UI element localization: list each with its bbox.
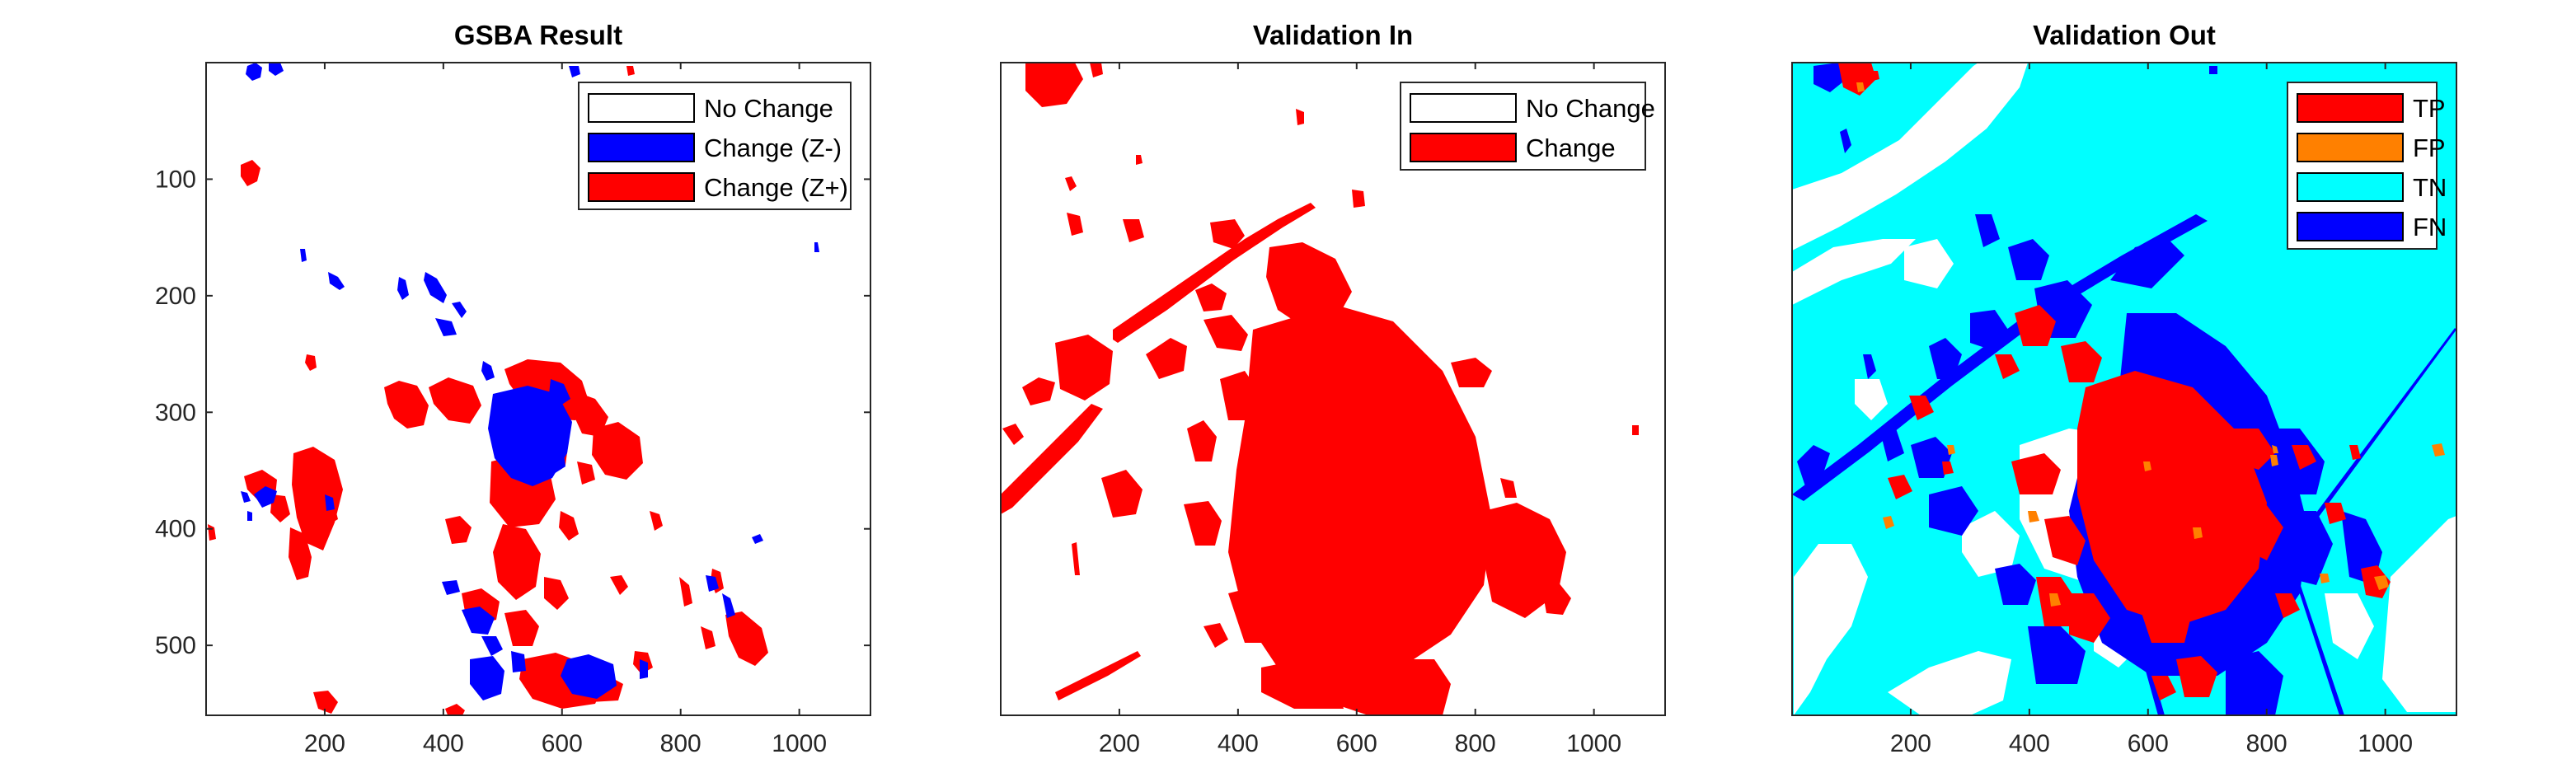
x-tick-label: 200 — [1890, 730, 1931, 757]
legend-label: No Change — [704, 94, 833, 123]
legend-swatch — [1410, 93, 1517, 123]
map-image — [1001, 63, 1665, 715]
change-regions — [1001, 63, 1639, 715]
axes-frame — [1791, 62, 2457, 716]
legend: No Change Change — [1400, 82, 1655, 171]
panel-title: Validation In — [1253, 20, 1413, 50]
legend-label: Change (Z+) — [704, 173, 848, 202]
legend-label: TP — [2413, 94, 2446, 123]
x-tick-label: 800 — [660, 730, 701, 757]
x-tick-label: 400 — [423, 730, 464, 757]
change-zminus-regions — [241, 63, 819, 700]
legend: TP FP TN FN — [2287, 82, 2447, 250]
panel-title: GSBA Result — [454, 20, 622, 50]
y-axis: 100 200 300 400 500 — [155, 166, 870, 659]
x-tick-label: 1000 — [772, 730, 827, 757]
x-tick-label: 800 — [2246, 730, 2287, 757]
legend-swatch — [2297, 133, 2404, 162]
legend-label: TN — [2413, 173, 2447, 202]
x-tick-label: 200 — [304, 730, 345, 757]
legend: No Change Change (Z-) Change (Z+) — [578, 82, 852, 210]
x-tick-label: 400 — [2009, 730, 2050, 757]
legend-label: FN — [2413, 213, 2447, 241]
x-axis: 200 400 600 800 1000 — [1099, 63, 1621, 757]
x-axis: 200 400 600 800 1000 — [1890, 63, 2413, 757]
axes-frame — [205, 62, 871, 716]
legend-swatch — [2297, 93, 2404, 123]
legend-label: No Change — [1526, 94, 1655, 123]
x-axis: 200 400 600 800 1000 — [304, 63, 827, 757]
x-tick-label: 600 — [542, 730, 583, 757]
panel-gsba-result: GSBA Result — [155, 20, 871, 757]
y-tick-label: 400 — [155, 516, 196, 543]
legend-label: Change — [1526, 134, 1616, 162]
fp-regions — [1856, 82, 2445, 607]
y-tick-label: 100 — [155, 166, 196, 193]
legend-swatch — [588, 133, 695, 162]
y-tick-label: 200 — [155, 283, 196, 310]
legend-swatch — [588, 172, 695, 202]
legend-swatch — [2297, 172, 2404, 202]
legend-swatch — [1410, 133, 1517, 162]
x-tick-label: 200 — [1099, 730, 1140, 757]
tp-regions — [1838, 63, 2391, 700]
legend-label: Change (Z-) — [704, 134, 842, 162]
x-tick-label: 600 — [1336, 730, 1377, 757]
x-tick-label: 1000 — [1566, 730, 1621, 757]
panel-validation-out: Validation Out — [1791, 20, 2457, 757]
axes-frame — [1000, 62, 1666, 716]
legend-swatch — [2297, 212, 2404, 241]
x-tick-label: 400 — [1218, 730, 1259, 757]
y-tick-label: 500 — [155, 632, 196, 659]
x-tick-label: 1000 — [2358, 730, 2413, 757]
x-tick-label: 600 — [2128, 730, 2169, 757]
panel-title: Validation Out — [2033, 20, 2216, 50]
legend-swatch — [588, 93, 695, 123]
y-tick-label: 300 — [155, 399, 196, 426]
x-tick-label: 800 — [1455, 730, 1496, 757]
legend-label: FP — [2413, 134, 2446, 162]
panel-validation-in: Validation In — [1000, 20, 1666, 757]
